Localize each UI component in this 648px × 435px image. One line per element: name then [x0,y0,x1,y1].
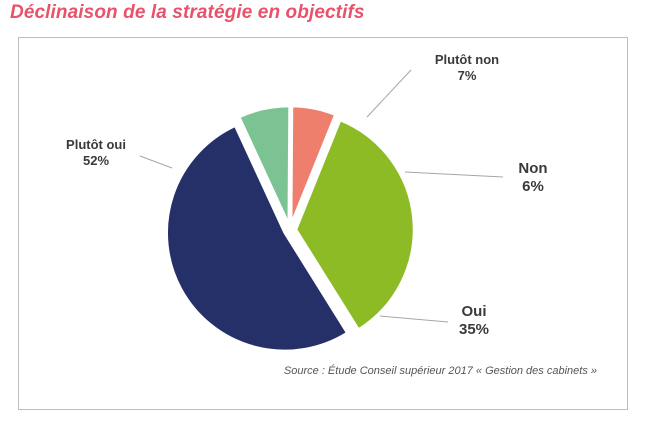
leader-line [379,315,449,323]
pie-slice-oui [294,118,416,332]
slice-name-label: Plutôt non [435,52,499,67]
slice-name-label: Non [518,160,547,177]
slice-value-label: 6% [522,178,544,195]
slice-name-label: Plutôt oui [66,137,126,152]
leader-line [366,69,412,118]
slice-value-label: 7% [458,68,477,83]
chart-title: Déclinaison de la stratégie en objectifs [10,2,365,23]
pie-slice-plut-t-non [237,104,291,225]
leader-line [139,155,173,169]
pie-slice-non [289,104,337,225]
slice-value-label: 35% [459,321,489,338]
slice-name-label: Oui [462,303,487,320]
leader-line [404,171,504,178]
slice-value-label: 52% [83,153,109,168]
pie-slice-plut-t-oui [165,124,349,353]
source-note: Source : Étude Conseil supérieur 2017 « … [283,365,597,377]
